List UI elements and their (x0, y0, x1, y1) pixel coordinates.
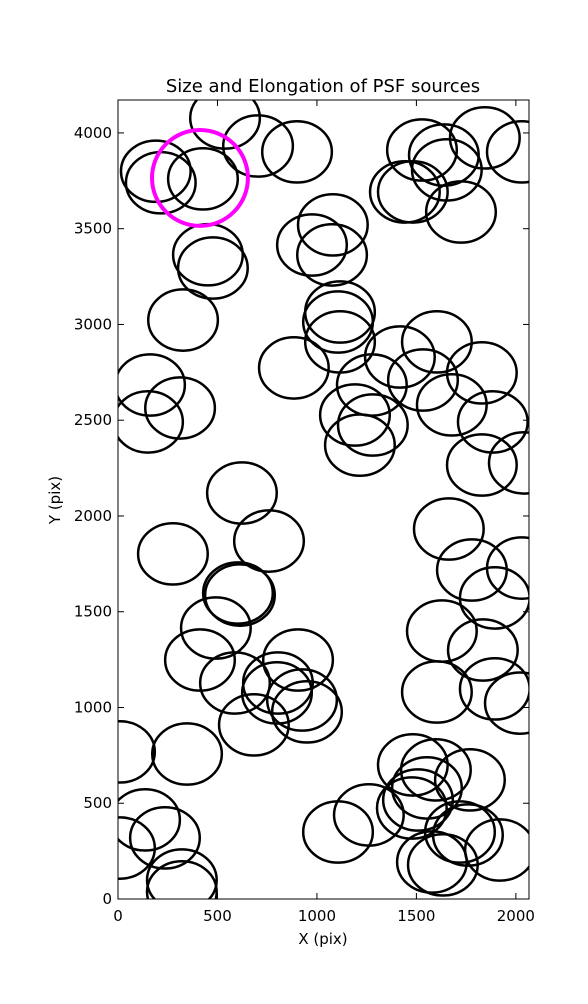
y-tick-label: 1500 (74, 603, 112, 621)
x-tick-label: 1000 (298, 907, 336, 925)
psf-ellipse (118, 390, 185, 454)
y-tick-label: 500 (83, 794, 112, 812)
psf-ellipse (270, 679, 344, 744)
psf-ellipse (145, 848, 218, 899)
psf-ellipse (150, 722, 224, 786)
psf-ellipse (217, 693, 290, 757)
psf-ellipse (376, 733, 449, 797)
psf-ellipse (240, 661, 314, 725)
psf-ellipse (188, 100, 262, 150)
psf-ellipse (261, 628, 335, 692)
psf-ellipse (201, 561, 275, 625)
psf-ellipse (445, 433, 518, 497)
psf-ellipse (445, 341, 518, 405)
psf-ellipse (118, 353, 187, 417)
axes-frame (117, 99, 530, 900)
psf-ellipse (385, 118, 459, 182)
psf-ellipse (399, 738, 472, 802)
psf-ellipse (145, 860, 218, 899)
psf-ellipse (144, 376, 217, 440)
psf-ellipse (118, 720, 157, 784)
chart-title: Size and Elongation of PSF sources (166, 76, 480, 97)
psf-ellipse (431, 803, 504, 867)
x-tick-label: 1500 (397, 907, 435, 925)
y-tick-label: 0 (102, 890, 112, 908)
psf-ellipse (458, 657, 529, 721)
plot-area (118, 100, 529, 899)
psf-ellipse (381, 768, 455, 832)
psf-ellipse (458, 566, 529, 630)
psf-ellipse (136, 521, 209, 586)
psf-ellipse (336, 393, 409, 457)
psf-ellipse (257, 336, 330, 400)
psf-ellipse (375, 776, 448, 840)
psf-ellipse (423, 800, 497, 864)
psf-ellipse (146, 288, 220, 352)
psf-ellipse (463, 818, 529, 882)
psf-ellipse (119, 139, 192, 204)
psf-ellipse (446, 618, 519, 682)
psf-ellipse (390, 756, 464, 820)
y-tick-label: 2500 (74, 411, 112, 429)
psf-ellipse (295, 223, 369, 287)
y-tick-label: 4000 (74, 124, 112, 142)
y-tick-label: 2000 (74, 507, 112, 525)
psf-ellipse (400, 309, 473, 374)
psf-ellipse (323, 413, 396, 478)
psf-ellipse (415, 372, 488, 437)
psf-ellipse (205, 461, 279, 525)
psf-ellipse (198, 651, 272, 715)
x-tick-label: 500 (203, 907, 232, 925)
x-tick-label: 2000 (497, 907, 535, 925)
psf-ellipse (424, 180, 498, 244)
psf-ellipse (483, 671, 529, 735)
psf-ellipse (260, 120, 334, 184)
x-axis-label: X (pix) (298, 930, 347, 948)
psf-ellipse (150, 127, 250, 228)
psf-ellipse (301, 290, 375, 354)
x-tick-label: 0 (113, 907, 123, 925)
psf-ellipse (296, 192, 369, 257)
psf-ellipse (448, 106, 521, 170)
psf-ellipse (221, 114, 295, 178)
psf-ellipse (332, 783, 405, 847)
psf-ellipse (265, 668, 339, 732)
psf-ellipse (485, 120, 529, 184)
y-tick-label: 1000 (74, 698, 112, 716)
psf-ellipse (176, 236, 249, 300)
psf-ellipse (203, 563, 277, 627)
psf-ellipse (118, 788, 182, 852)
psf-ellipse (400, 660, 473, 724)
psf-ellipse (456, 390, 529, 454)
psf-ellipse (386, 348, 460, 412)
y-tick-label: 3500 (74, 220, 112, 238)
psf-ellipse (412, 497, 485, 561)
psf-ellipse (232, 509, 306, 573)
psf-ellipse (275, 213, 349, 277)
y-tick-label: 3000 (74, 315, 112, 333)
psf-ellipse (318, 383, 391, 447)
psf-ellipse (128, 806, 202, 870)
psf-ellipse (433, 747, 506, 812)
psf-ellipse (363, 325, 436, 389)
y-axis-label: Y (pix) (46, 476, 64, 525)
psf-ellipse (118, 816, 157, 880)
psf-ellipse (487, 431, 529, 495)
psf-ellipse (166, 147, 240, 211)
